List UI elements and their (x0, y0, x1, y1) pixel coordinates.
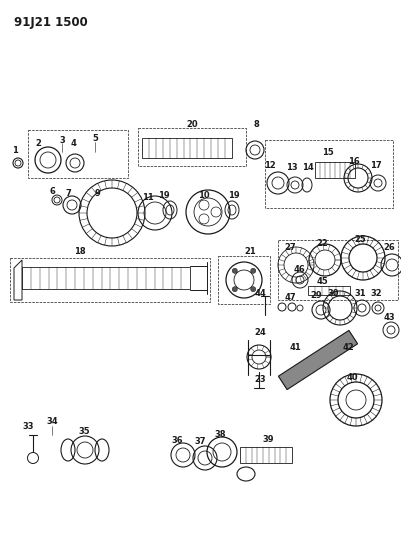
Text: 37: 37 (194, 438, 205, 447)
Text: 5: 5 (92, 133, 98, 142)
Text: 7: 7 (65, 189, 71, 198)
Text: 36: 36 (171, 437, 182, 446)
Text: 91J21 1500: 91J21 1500 (14, 16, 87, 29)
Text: 3: 3 (59, 135, 65, 144)
Circle shape (250, 268, 255, 273)
Text: 30: 30 (326, 288, 338, 297)
Text: 43: 43 (382, 313, 394, 322)
Bar (277, 240, 397, 300)
Text: 40: 40 (345, 374, 357, 383)
Text: 18: 18 (74, 247, 85, 256)
Text: 15: 15 (321, 148, 333, 157)
Text: 6: 6 (49, 188, 55, 197)
Text: 24: 24 (253, 328, 265, 337)
Text: 38: 38 (214, 431, 225, 440)
Text: 10: 10 (198, 191, 209, 200)
Text: 17: 17 (369, 160, 381, 169)
Bar (22, 267, 190, 289)
Text: 9: 9 (95, 190, 101, 198)
Text: 31: 31 (353, 288, 365, 297)
Text: 27: 27 (284, 244, 295, 253)
Text: 14: 14 (302, 163, 313, 172)
Polygon shape (278, 330, 357, 390)
Text: 11: 11 (142, 192, 154, 201)
Text: 12: 12 (263, 161, 275, 171)
Circle shape (232, 268, 237, 273)
Bar (28, 130, 128, 178)
Bar (138, 128, 245, 166)
Bar (307, 286, 349, 295)
Text: 16: 16 (347, 157, 359, 166)
Circle shape (232, 287, 237, 292)
Text: 45: 45 (315, 277, 327, 286)
Text: 13: 13 (286, 164, 297, 173)
Text: 1: 1 (12, 146, 18, 155)
Text: 21: 21 (243, 247, 255, 256)
Text: 35: 35 (78, 427, 89, 437)
Bar (10, 258, 209, 302)
Text: 41: 41 (288, 343, 300, 352)
Circle shape (250, 287, 255, 292)
Text: 26: 26 (382, 243, 394, 252)
Bar (239, 447, 291, 463)
Text: 4: 4 (71, 139, 77, 148)
Text: 22: 22 (315, 238, 327, 247)
Text: 32: 32 (369, 289, 381, 298)
Text: 23: 23 (253, 376, 265, 384)
Text: 19: 19 (158, 191, 169, 200)
Text: 8: 8 (253, 119, 258, 128)
Text: 25: 25 (353, 236, 365, 245)
Text: 20: 20 (186, 119, 197, 128)
Text: 39: 39 (261, 435, 273, 445)
Text: 34: 34 (46, 417, 58, 426)
Text: 29: 29 (310, 290, 321, 300)
Text: 46: 46 (292, 265, 304, 274)
Bar (142, 138, 231, 158)
Bar (217, 256, 269, 304)
Text: 33: 33 (22, 423, 34, 432)
Text: 2: 2 (35, 139, 41, 148)
Text: 47: 47 (284, 294, 295, 303)
Bar (314, 162, 354, 178)
Text: 19: 19 (228, 191, 239, 200)
Bar (264, 140, 392, 208)
Text: 44: 44 (253, 288, 265, 297)
Text: 42: 42 (341, 343, 353, 352)
